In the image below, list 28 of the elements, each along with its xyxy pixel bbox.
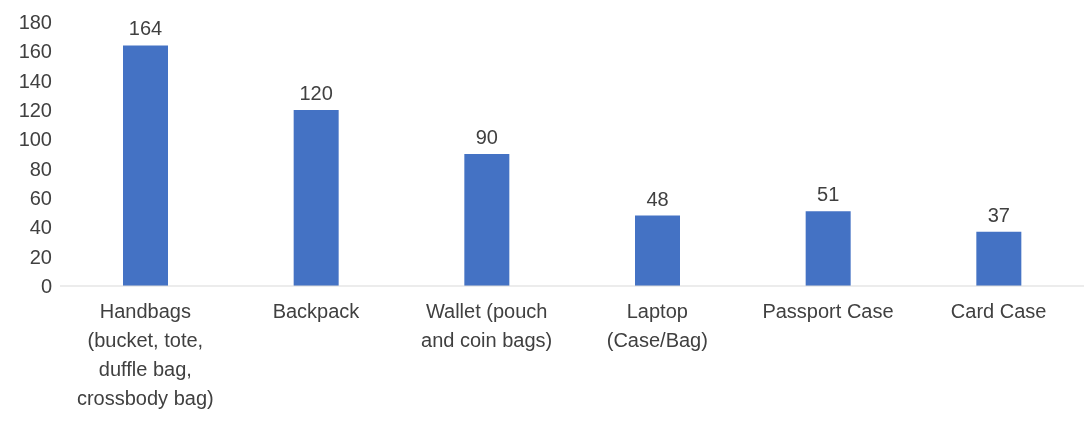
bar	[635, 215, 680, 286]
data-label: 120	[299, 82, 333, 104]
x-tick-label: Laptop (Case/Bag)	[606, 300, 708, 351]
y-tick-label: 100	[18, 128, 52, 151]
bar	[464, 154, 510, 286]
bar	[976, 231, 1022, 286]
data-label: 164	[128, 17, 163, 40]
y-tick-label: 60	[29, 187, 52, 210]
y-tick-label: 0	[40, 275, 52, 298]
data-label: 37	[987, 203, 1010, 226]
y-tick-label: 40	[29, 216, 52, 239]
y-tick-label: 160	[18, 40, 52, 63]
x-tick-label: Passport Case	[762, 300, 894, 322]
data-label: 51	[817, 183, 840, 206]
data-label: 48	[646, 187, 669, 210]
x-tick-label: Handbags (bucket, tote, duffle bag, crossbody bag)	[76, 300, 214, 409]
y-tick-label: 140	[18, 69, 52, 92]
x-tick-label: Backpack	[272, 300, 361, 322]
data-label: 90	[475, 126, 498, 148]
bar	[293, 110, 339, 286]
y-tick-label: 80	[29, 157, 52, 180]
y-tick-label: 180	[18, 11, 52, 34]
x-tick-label: Wallet (pouch and coin bags)	[421, 300, 553, 351]
y-tick-label: 20	[29, 245, 52, 268]
bar	[123, 45, 168, 286]
y-tick-label: 120	[18, 99, 52, 122]
x-tick-label: Card Case	[950, 300, 1047, 322]
bar	[805, 211, 851, 286]
